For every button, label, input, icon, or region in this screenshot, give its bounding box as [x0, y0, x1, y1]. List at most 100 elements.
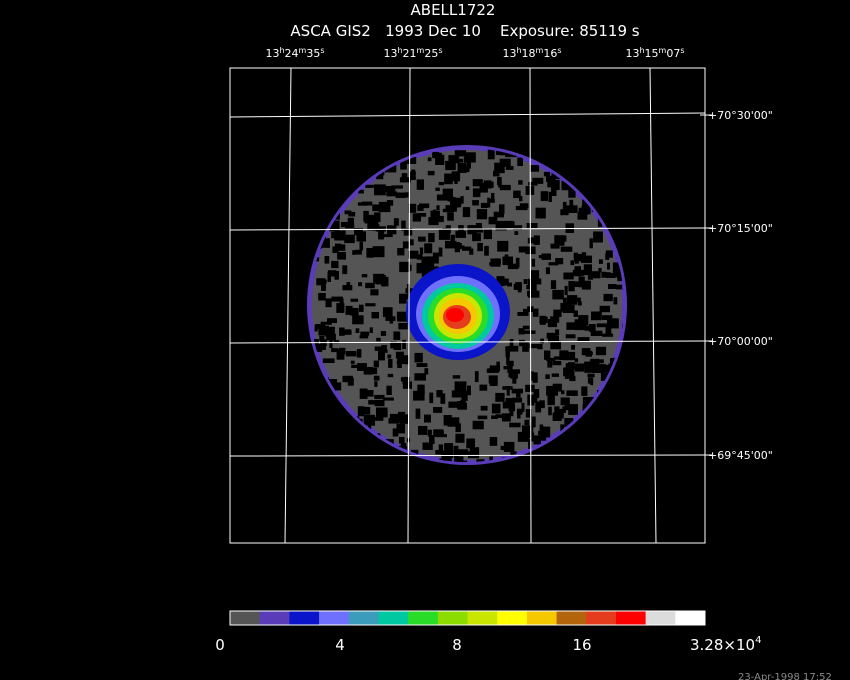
- noise-cell: [381, 234, 393, 238]
- noise-cell: [451, 171, 461, 182]
- noise-cell: [350, 360, 355, 364]
- noise-cell: [564, 404, 572, 411]
- noise-cell: [491, 403, 501, 414]
- noise-cell: [529, 165, 540, 172]
- ra-label: 13h21m25s: [383, 46, 442, 60]
- colorbar-swatch: [497, 611, 528, 625]
- noise-cell: [376, 337, 381, 342]
- noise-cell: [334, 230, 346, 241]
- noise-cell: [518, 180, 523, 185]
- mantissa: 3.28×10: [690, 636, 755, 654]
- noise-cell: [350, 298, 359, 302]
- noise-cell: [359, 388, 368, 399]
- noise-cell: [425, 256, 435, 267]
- noise-cell: [528, 182, 538, 186]
- noise-cell: [436, 205, 440, 211]
- noise-cell: [563, 272, 574, 280]
- ra-label-part: 07: [666, 47, 680, 60]
- noise-cell: [360, 331, 370, 336]
- noise-cell: [551, 172, 556, 183]
- noise-cell: [359, 335, 369, 339]
- noise-cell: [475, 223, 482, 232]
- noise-cell: [412, 213, 421, 222]
- noise-cell: [582, 404, 588, 412]
- noise-cell: [376, 172, 384, 180]
- noise-cell: [480, 202, 488, 208]
- noise-cell: [561, 390, 565, 395]
- noise-cell: [454, 150, 467, 157]
- ra-label-part: m: [417, 46, 425, 55]
- noise-cell: [531, 258, 536, 267]
- noise-cell: [357, 406, 365, 417]
- noise-cell: [444, 443, 454, 453]
- noise-cell: [411, 169, 416, 179]
- noise-cell: [396, 423, 405, 434]
- noise-cell: [432, 215, 444, 223]
- ra-label-part: h: [397, 46, 402, 55]
- noise-cell: [371, 367, 378, 375]
- noise-cell: [615, 284, 623, 290]
- noise-cell: [472, 420, 484, 430]
- noise-cell: [532, 372, 538, 383]
- noise-cell: [445, 205, 457, 212]
- noise-cell: [403, 228, 413, 236]
- noise-cell: [507, 360, 514, 367]
- noise-cell: [436, 390, 443, 398]
- noise-cell: [513, 190, 521, 199]
- noise-cell: [545, 267, 550, 275]
- noise-cell: [484, 245, 489, 256]
- noise-cell: [552, 412, 562, 421]
- noise-cell: [533, 235, 540, 245]
- noise-cell: [512, 375, 517, 384]
- noise-cell: [560, 209, 569, 216]
- noise-cell: [398, 323, 408, 330]
- coordinate-grid: [229, 67, 706, 544]
- noise-cell: [497, 177, 502, 186]
- noise-cell: [429, 435, 435, 444]
- noise-cell: [477, 242, 483, 252]
- noise-cell: [392, 428, 399, 437]
- colorbar-swatch: [289, 611, 320, 625]
- noise-cell: [344, 234, 355, 244]
- noise-cell: [388, 359, 393, 368]
- noise-cell: [367, 419, 372, 430]
- noise-cell: [389, 413, 400, 422]
- noise-cell: [555, 258, 564, 265]
- noise-cell: [573, 310, 578, 317]
- noise-cell: [589, 360, 595, 368]
- noise-cell: [342, 265, 348, 275]
- noise-cell: [460, 196, 464, 204]
- noise-cell: [333, 340, 340, 344]
- noise-cell: [535, 207, 546, 219]
- noise-cell: [318, 293, 326, 301]
- noise-cell: [326, 238, 330, 248]
- noise-cell: [553, 309, 562, 317]
- noise-cell: [497, 240, 509, 252]
- noise-cell: [499, 184, 511, 191]
- ra-label-part: 35: [306, 47, 320, 60]
- noise-cell: [488, 216, 498, 225]
- dec-label: +70°00'00": [708, 335, 773, 348]
- noise-cell: [509, 339, 514, 350]
- noise-cell: [578, 315, 589, 326]
- noise-cell: [402, 381, 412, 389]
- noise-cell: [316, 278, 326, 286]
- noise-cell: [613, 297, 618, 305]
- noise-cell: [326, 333, 336, 341]
- noise-cell: [504, 254, 509, 258]
- noise-cell: [507, 369, 517, 373]
- noise-cell: [499, 158, 511, 167]
- noise-cell: [393, 218, 399, 226]
- noise-cell: [382, 307, 393, 318]
- noise-cell: [374, 184, 386, 196]
- title: ABELL1722: [411, 1, 496, 19]
- noise-cell: [458, 225, 464, 232]
- noise-cell: [393, 331, 401, 340]
- colorbar-swatch: [378, 611, 409, 625]
- noise-cell: [529, 280, 537, 292]
- noise-cell: [487, 149, 495, 160]
- noise-cell: [408, 250, 419, 259]
- noise-cell: [539, 400, 545, 409]
- noise-cell: [435, 450, 442, 455]
- noise-cell: [539, 316, 548, 324]
